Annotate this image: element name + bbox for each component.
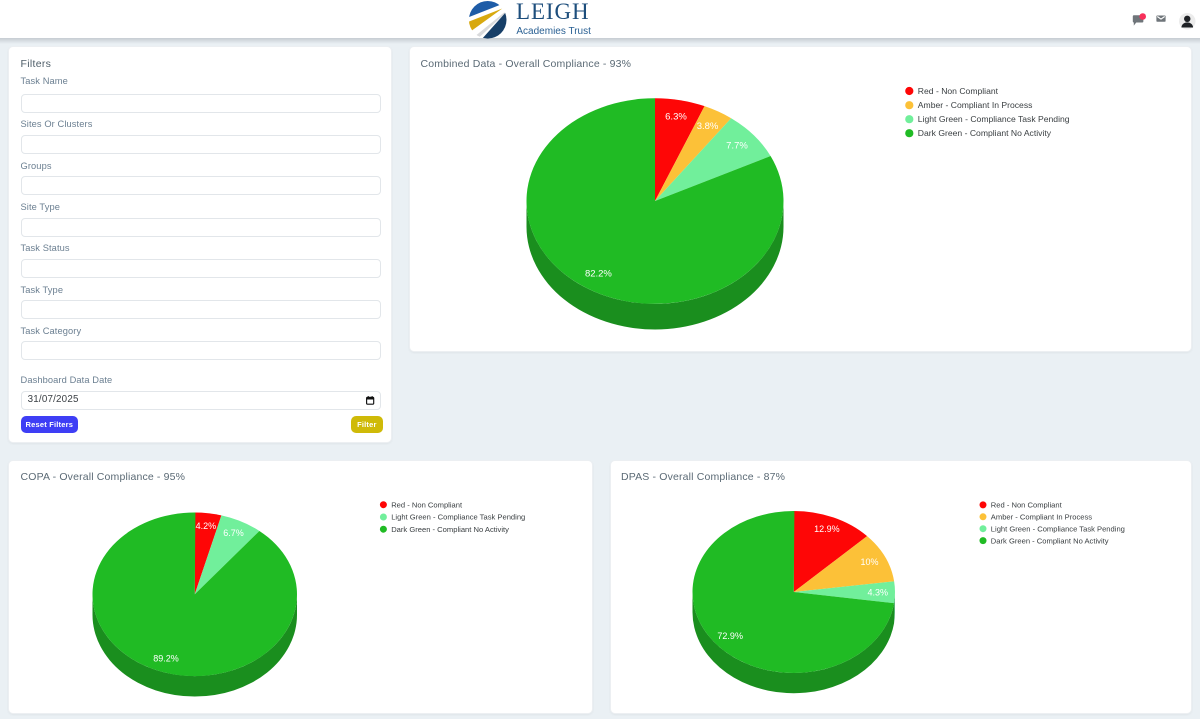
svg-text:4.3%: 4.3%	[868, 587, 889, 597]
svg-text:Red - Non Compliant: Red - Non Compliant	[918, 86, 999, 96]
svg-text:Light Green - Compliance Task: Light Green - Compliance Task Pending	[391, 513, 525, 522]
svg-text:7.7%: 7.7%	[726, 140, 748, 151]
svg-text:6.3%: 6.3%	[665, 111, 687, 122]
svg-text:Light Green - Compliance Task: Light Green - Compliance Task Pending	[991, 524, 1125, 533]
svg-text:89.2%: 89.2%	[153, 653, 179, 663]
svg-text:10%: 10%	[861, 557, 879, 567]
svg-text:Amber - Compliant In Process: Amber - Compliant In Process	[991, 512, 1092, 521]
svg-text:Amber - Compliant In Process: Amber - Compliant In Process	[918, 100, 1033, 110]
svg-text:12.9%: 12.9%	[814, 524, 840, 534]
svg-text:Red - Non Compliant: Red - Non Compliant	[391, 500, 463, 509]
svg-text:Light Green - Compliance Task: Light Green - Compliance Task Pending	[918, 114, 1070, 124]
svg-text:Red - Non Compliant: Red - Non Compliant	[991, 501, 1063, 510]
svg-text:Dark Green - Compliant No Acti: Dark Green - Compliant No Activity	[918, 128, 1052, 138]
svg-text:82.2%: 82.2%	[585, 269, 612, 280]
svg-text:3.8%: 3.8%	[697, 121, 719, 132]
svg-text:4.2%: 4.2%	[196, 521, 217, 531]
svg-text:Dark Green - Compliant No Acti: Dark Green - Compliant No Activity	[991, 536, 1109, 545]
svg-text:6.7%: 6.7%	[223, 528, 244, 538]
svg-text:Dark Green - Compliant No Acti: Dark Green - Compliant No Activity	[391, 525, 509, 534]
svg-text:72.9%: 72.9%	[717, 631, 743, 641]
